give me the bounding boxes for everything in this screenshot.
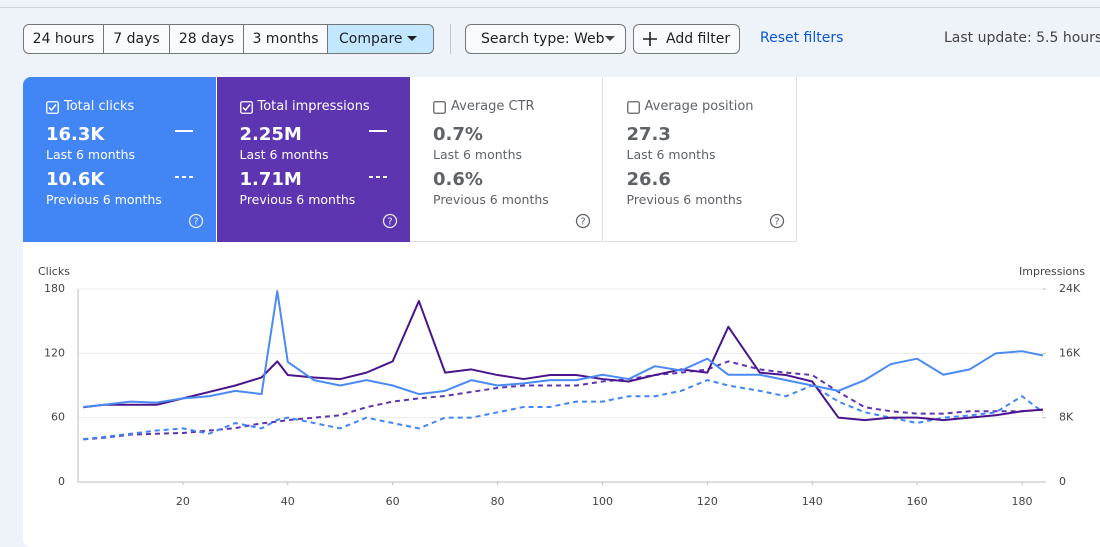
previous-value: 26.6 — [626, 169, 671, 190]
line-style-icons — [368, 130, 387, 178]
help-circle — [188, 213, 204, 229]
range-button[interactable]: 3 months — [243, 24, 328, 54]
x-tick-label: 60 — [386, 495, 400, 508]
y-tick-label: 120 — [44, 346, 65, 359]
y-tick-label: 0 — [58, 475, 65, 488]
current-value: 0.7% — [433, 124, 483, 145]
x-tick-label: 100 — [592, 495, 613, 508]
checkbox-box — [239, 101, 253, 114]
help-circle — [769, 213, 784, 229]
series-line — [83, 290, 1044, 408]
line-style-icons — [175, 130, 193, 178]
help-icon: ? — [382, 213, 397, 229]
y2-tick-label: 24K — [1059, 282, 1081, 295]
y2-axis-title: Impressions — [1019, 265, 1085, 278]
add-filter-button[interactable]: Add filter — [633, 24, 740, 54]
performance-panel: Total clicks 16.3K Last 6 months 10.6K Previ… — [23, 77, 1100, 547]
help-circle — [575, 213, 591, 229]
dropdown-arrow — [605, 36, 615, 41]
x-tick-label: 140 — [802, 495, 823, 508]
card-label: Total clicks — [64, 99, 135, 114]
checkbox-box — [626, 101, 640, 114]
y2-tick-label: 0 — [1059, 475, 1066, 488]
last-update: Last update: 5.5 hours ago — [944, 30, 1100, 46]
add-filter-label: Add filter — [666, 31, 731, 47]
top-border — [0, 7, 1100, 8]
dropdown-arrow — [407, 36, 417, 41]
reset-filters-link[interactable]: Reset filters — [760, 30, 844, 46]
previous-period: Previous 6 months — [433, 192, 549, 207]
card-label: Average CTR — [451, 99, 535, 114]
series-line — [83, 300, 1044, 422]
previous-period: Previous 6 months — [46, 192, 162, 207]
x-tick-label: 120 — [697, 495, 718, 508]
card-label: Average position — [644, 99, 754, 114]
range-button[interactable]: 28 days — [169, 24, 244, 54]
current-period: Last 6 months — [239, 147, 329, 162]
page: 24 hours 7 days 28 days 3 months Compare Sea… — [0, 7, 1100, 547]
current-period: Last 6 months — [433, 147, 523, 162]
current-period: Last 6 months — [626, 147, 716, 162]
metric-card[interactable]: Average position 27.3 Last 6 months 26.6 Pre… — [603, 77, 797, 242]
checkbox-box — [46, 101, 59, 114]
checkbox-checked — [239, 101, 253, 114]
previous-period: Previous 6 months — [239, 192, 356, 207]
x-tick-label: 180 — [1012, 495, 1033, 508]
metric-card[interactable]: Total clicks 16.3K Last 6 months 10.6K Previ… — [23, 77, 216, 242]
range-button[interactable]: 24 hours — [23, 24, 104, 54]
x-tick-label: 160 — [907, 495, 928, 508]
series-line — [83, 360, 1044, 441]
compare-label: Compare — [339, 31, 403, 47]
current-value: 16.3K — [46, 124, 105, 145]
divider — [450, 24, 451, 54]
compare-button[interactable]: Compare — [327, 24, 434, 54]
x-tick-label: 40 — [281, 495, 295, 508]
chart: Clicks Impressions 0 60 120 180 0 8K 16K 24K 20 40 6… — [38, 265, 1085, 508]
search-type-label: Search type: Web — [481, 31, 605, 47]
arrow-shape — [407, 36, 417, 41]
metric-card[interactable]: Total impressions 2.25M Last 6 months 1.71M… — [216, 77, 410, 242]
current-period: Last 6 months — [46, 147, 136, 162]
y2-tick-label: 16K — [1059, 346, 1081, 359]
y2-tick-label: 8K — [1059, 411, 1074, 424]
help-circle — [382, 213, 397, 229]
current-value: 2.25M — [239, 124, 302, 145]
checkmark — [241, 104, 251, 112]
help-icon: ? — [769, 213, 784, 229]
y-tick-label: 180 — [44, 282, 65, 295]
series-line — [83, 379, 1044, 441]
help-mark: ? — [193, 217, 198, 228]
checkbox-checked — [46, 101, 59, 114]
current-value: 27.3 — [626, 124, 671, 145]
y-axis-title: Clicks — [38, 265, 70, 278]
metric-card[interactable]: Average CTR 0.7% Last 6 months 0.6% Previous… — [410, 77, 603, 242]
help-icon: ? — [188, 213, 204, 229]
help-mark: ? — [387, 217, 392, 228]
checkmark — [48, 104, 57, 112]
plus-icon — [643, 32, 657, 46]
previous-value: 10.6K — [46, 169, 105, 190]
search-type-button[interactable]: Search type: Web — [465, 24, 626, 54]
checkbox — [626, 101, 640, 114]
help-icon: ? — [575, 213, 591, 229]
card-label: Total impressions — [257, 99, 370, 114]
x-tick-label: 20 — [176, 495, 190, 508]
previous-value: 1.71M — [239, 169, 302, 190]
range-button[interactable]: 7 days — [103, 24, 170, 54]
checkbox-box — [433, 101, 446, 114]
previous-period: Previous 6 months — [626, 192, 743, 207]
help-mark: ? — [580, 217, 585, 228]
x-tick-label: 80 — [491, 495, 505, 508]
y-tick-label: 60 — [51, 411, 65, 424]
checkbox — [433, 101, 446, 114]
previous-value: 0.6% — [433, 169, 483, 190]
help-mark: ? — [774, 217, 779, 228]
